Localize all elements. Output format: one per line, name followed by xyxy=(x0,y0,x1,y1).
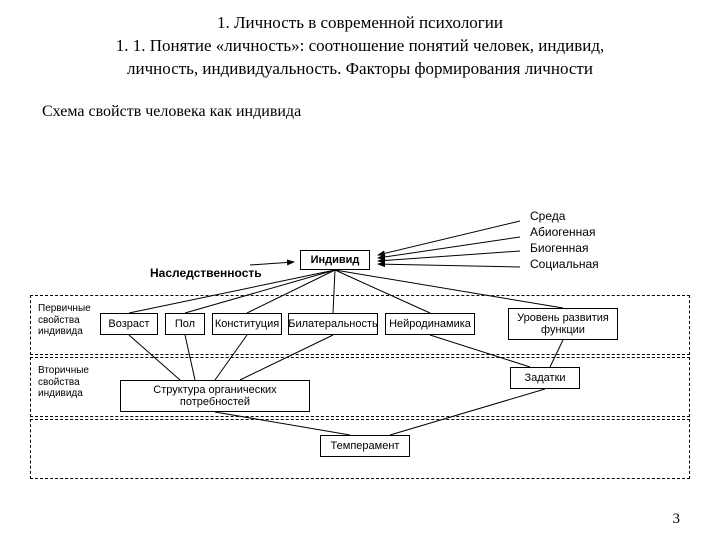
rowlabel-primary: Первичные свойства индивида xyxy=(38,303,93,338)
label-env-1: Абиогенная xyxy=(530,226,595,240)
node-func-level: Уровень развития функции xyxy=(508,308,618,340)
page-number: 3 xyxy=(673,511,681,528)
label-env-2: Биогенная xyxy=(530,242,588,256)
node-constitution: Конституция xyxy=(212,313,282,335)
title-line3: личность, индивидуальность. Факторы форм… xyxy=(40,58,680,81)
label-env-3: Социальная xyxy=(530,258,599,272)
subtitle: Схема свойств человека как индивида xyxy=(0,81,720,121)
rowlabel-secondary: Вторичные свойства индивида xyxy=(38,365,93,400)
title-line2: 1. 1. Понятие «личность»: соотношение по… xyxy=(40,35,680,58)
diagram-canvas: Индивид Наследственность Среда Абиогенна… xyxy=(30,195,690,495)
label-heredity: Наследственность xyxy=(150,267,262,281)
node-needs-structure: Структура органических потребностей xyxy=(120,380,310,412)
node-inclinations: Задатки xyxy=(510,367,580,389)
node-bilateral: Билатеральность xyxy=(288,313,378,335)
node-age: Возраст xyxy=(100,313,158,335)
node-sex: Пол xyxy=(165,313,205,335)
title-line1: 1. Личность в современной психологии xyxy=(40,12,680,35)
node-temperament: Темперамент xyxy=(320,435,410,457)
node-neurodynamic: Нейродинамика xyxy=(385,313,475,335)
label-env-0: Среда xyxy=(530,210,565,224)
node-individ: Индивид xyxy=(300,250,370,270)
